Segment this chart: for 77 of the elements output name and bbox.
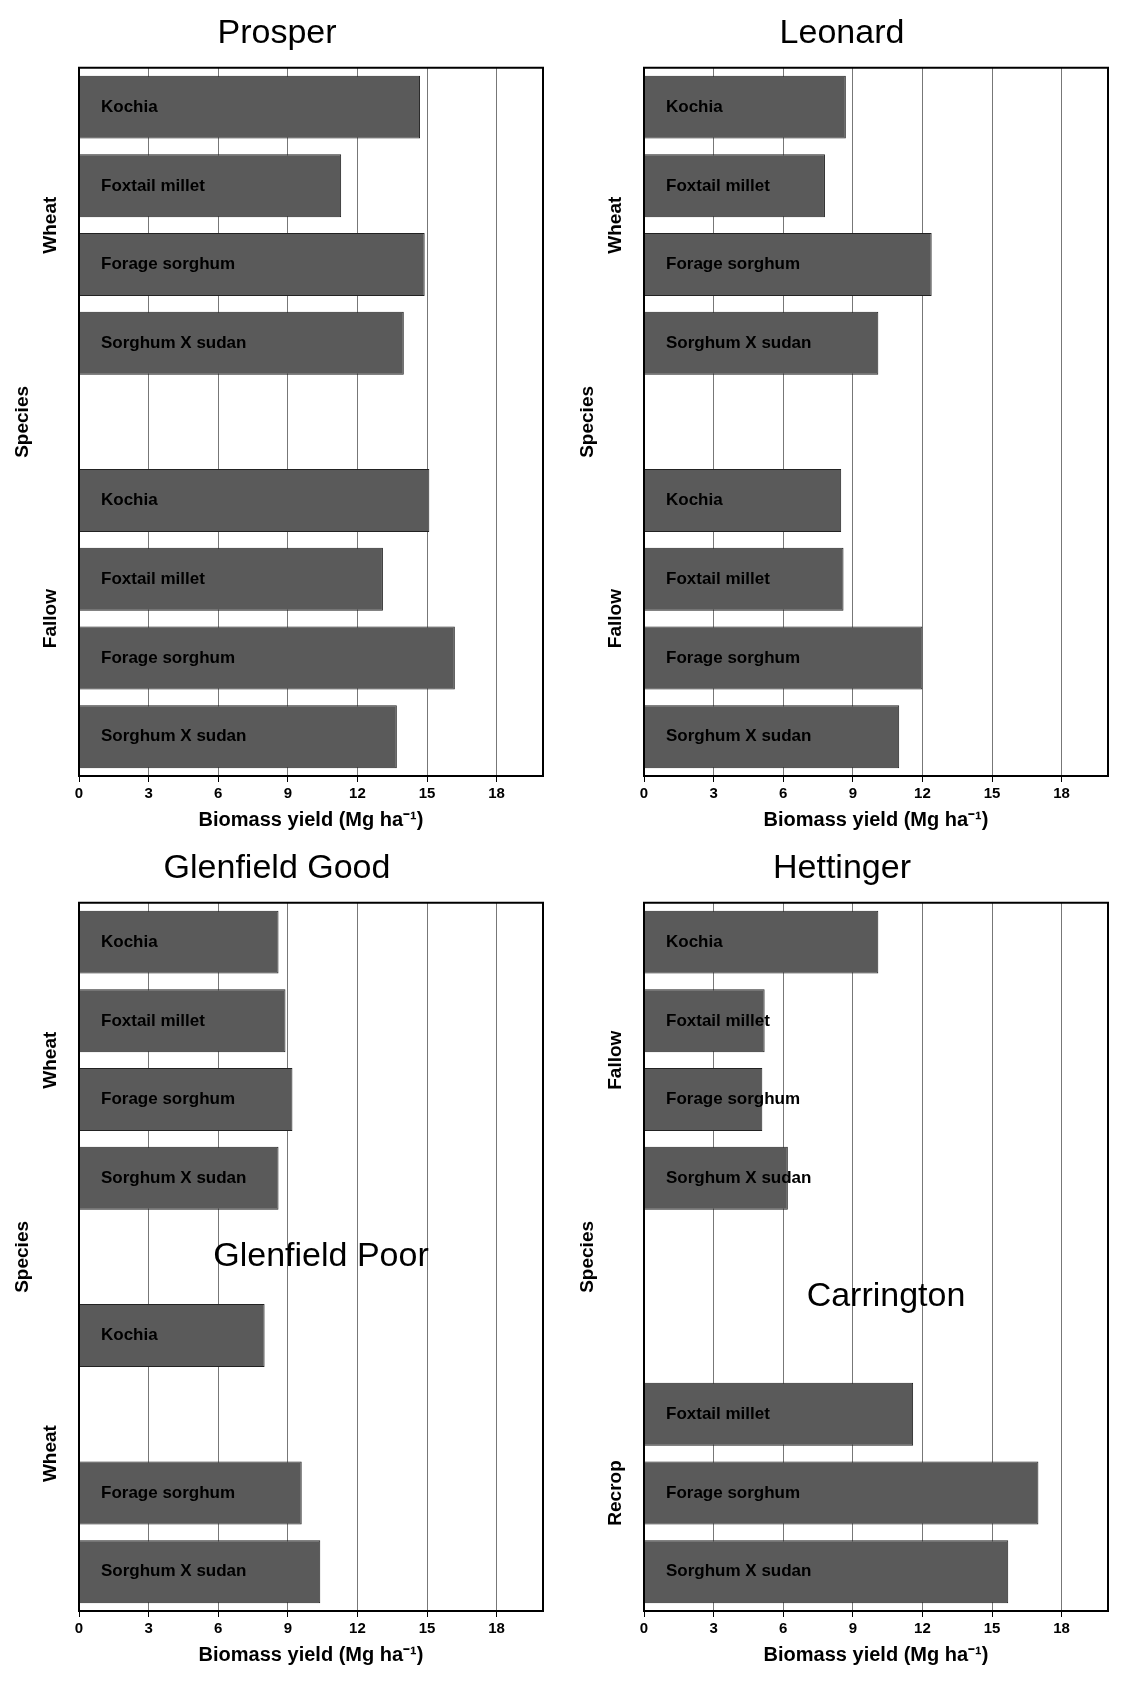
text: Recrop [604, 1460, 626, 1526]
x-tick-label: 12 [914, 784, 931, 802]
y-tick-label: Sorghum X sudan [101, 1167, 247, 1187]
text: Wheat [39, 1031, 61, 1089]
y-axis-title: Species [10, 385, 32, 458]
y-tick-label: Forage sorghum [666, 647, 801, 667]
y-tick-label: Sorghum X sudan [101, 1561, 247, 1581]
chart-title: Glenfield Good [163, 846, 391, 885]
y-tick-label: Sorghum X sudan [666, 726, 812, 746]
chart-title: Leonard [779, 11, 905, 50]
x-tick-label: 6 [214, 784, 223, 802]
x-tick-label: 9 [848, 784, 857, 802]
y-axis-title: Species [575, 1220, 597, 1293]
text: Glenfield Poor [213, 1235, 429, 1274]
x-tick-label: 12 [349, 1619, 366, 1637]
x-tick-label: 18 [488, 784, 505, 802]
x-tick-label: 15 [418, 1619, 436, 1637]
x-tick-label: 3 [144, 1619, 153, 1637]
y-tick-label: Kochia [101, 931, 159, 951]
x-tick-label: 9 [283, 1619, 292, 1637]
text: Wheat [39, 196, 61, 254]
y-tick-label: Kochia [666, 931, 724, 951]
x-tick-label: 0 [639, 784, 649, 802]
x-tick-label: 15 [983, 1619, 1001, 1637]
y-tick-label: Kochia [101, 490, 159, 510]
text: Wheat [604, 196, 626, 254]
y-tick-label: Kochia [101, 1325, 159, 1345]
x-tick-label: 0 [639, 1619, 649, 1637]
y-tick-label: Foxtail millet [666, 1403, 771, 1423]
x-tick-label: 0 [74, 784, 84, 802]
x-axis-title: Biomass yield (Mg ha⁻¹) [763, 807, 989, 830]
y-tick-label: Forage sorghum [101, 1482, 236, 1502]
x-tick-label: 9 [283, 784, 292, 802]
y-tick-label: Kochia [666, 96, 724, 116]
x-tick-label: 15 [983, 784, 1001, 802]
y-tick-label: Foxtail millet [666, 175, 771, 195]
x-axis-title: Biomass yield (Mg ha⁻¹) [198, 807, 424, 830]
y-tick-label: Foxtail millet [101, 1010, 206, 1030]
x-tick-label: 0 [74, 1619, 84, 1637]
text: Fallow [39, 588, 61, 649]
x-tick-label: 18 [1053, 784, 1070, 802]
text: Fallow [604, 588, 626, 649]
x-tick-label: 9 [848, 1619, 857, 1637]
y-axis-title: Species [575, 385, 597, 458]
x-tick-label: 3 [709, 1619, 718, 1637]
y-tick-label: Kochia [666, 490, 724, 510]
x-tick-label: 18 [1053, 1619, 1070, 1637]
chart-title: Hettinger [773, 846, 911, 885]
y-axis-title: Species [10, 1220, 32, 1293]
chart-title: Prosper [217, 11, 337, 50]
y-tick-label: Forage sorghum [101, 1089, 236, 1109]
x-tick-label: 3 [144, 784, 153, 802]
x-axis-title: Biomass yield (Mg ha⁻¹) [198, 1642, 424, 1665]
x-tick-label: 6 [779, 1619, 788, 1637]
text: Wheat [39, 1424, 61, 1483]
x-tick-label: 15 [418, 784, 436, 802]
text: Carrington [806, 1274, 966, 1313]
y-tick-label: Forage sorghum [666, 254, 801, 274]
x-tick-label: 6 [214, 1619, 223, 1637]
y-tick-label: Forage sorghum [666, 1482, 801, 1502]
y-tick-label: Sorghum X sudan [101, 332, 247, 352]
y-tick-label: Foxtail millet [666, 568, 771, 588]
y-tick-label: Sorghum X sudan [666, 332, 812, 352]
y-tick-label: Foxtail millet [101, 175, 206, 195]
text: Fallow [604, 1030, 626, 1090]
x-tick-label: 12 [914, 1619, 931, 1637]
x-axis-title: Biomass yield (Mg ha⁻¹) [763, 1642, 989, 1665]
x-tick-label: 6 [779, 784, 788, 802]
y-tick-label: Forage sorghum [101, 254, 236, 274]
y-tick-label: Foxtail millet [101, 568, 206, 588]
y-tick-label: Kochia [101, 96, 159, 116]
x-tick-label: 12 [349, 784, 366, 802]
x-tick-label: 18 [488, 1619, 505, 1637]
y-tick-label: Sorghum X sudan [101, 726, 247, 746]
x-tick-label: 3 [709, 784, 718, 802]
y-tick-label: Forage sorghum [101, 647, 236, 667]
y-tick-label: Sorghum X sudan [666, 1561, 812, 1581]
